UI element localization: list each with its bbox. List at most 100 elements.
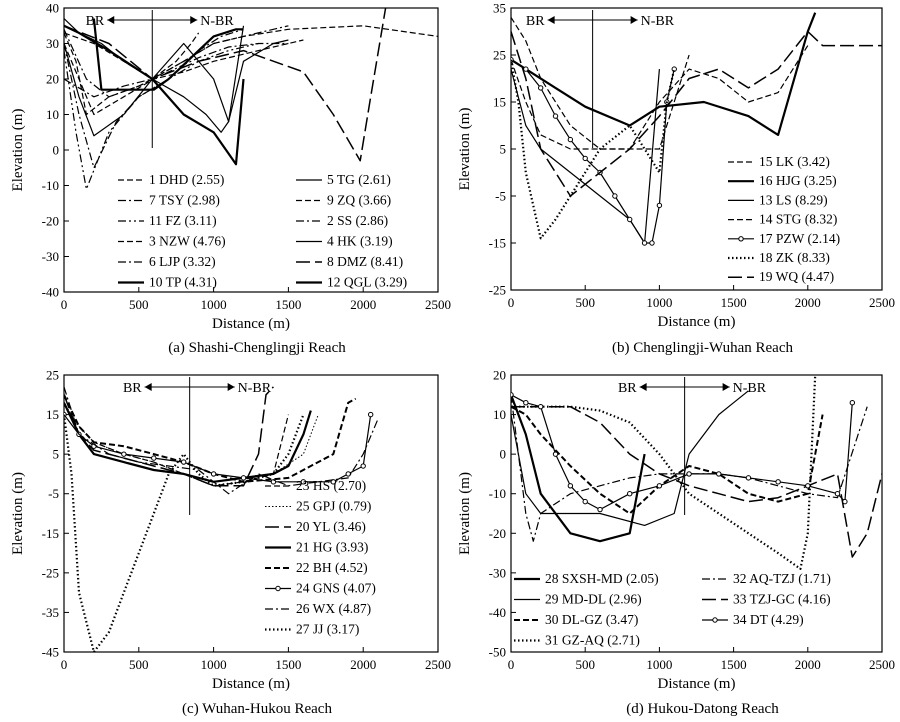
legend-entry: 19 WQ (4.47) — [759, 269, 834, 284]
x-tick-label: 2000 — [350, 297, 376, 312]
y-tick-label: 30 — [46, 36, 59, 51]
legend-entry: 29 MD-DL (2.96) — [545, 592, 642, 607]
series-marker — [511, 392, 514, 398]
arrow-left-head — [107, 16, 115, 24]
plot-area — [511, 375, 882, 571]
annotation-right: N-BR — [733, 381, 767, 396]
legend-entry: 5 TG (2.61) — [327, 172, 391, 187]
x-tick-label: 500 — [129, 297, 149, 312]
plot-frame — [510, 374, 883, 653]
series-marker — [686, 471, 692, 477]
chart-panel-3: 0 500 1000 1500 2000 2500 25 15 5 -5 -15 -25 -35 -45 D… — [10, 368, 451, 718]
legend-entry: 15 LK (3.42) — [759, 154, 830, 169]
series-marker — [523, 66, 529, 72]
legend-entry: 33 TZJ-GC (4.16) — [733, 592, 831, 607]
series-marker — [627, 491, 633, 497]
series-marker — [656, 483, 663, 489]
y-tick-label: 5 — [53, 447, 60, 462]
x-tick-label: 500 — [129, 657, 149, 672]
series-marker — [537, 403, 544, 410]
arrow-right-head — [630, 16, 638, 24]
series-marker — [552, 451, 559, 457]
panel-caption: (b) Chenglingji-Wuhan Reach — [612, 340, 794, 356]
series-marker — [367, 411, 374, 418]
legend-entry: 22 BH (4.52) — [296, 560, 368, 575]
series-marker — [612, 193, 618, 199]
x-tick-label: 2500 — [869, 295, 895, 310]
legend: 15 LK (3.42) 16 HJG (3.25) 13 LS (8.29) 14 … — [728, 154, 840, 284]
legend-entry: 17 PZW (2.14) — [759, 231, 840, 246]
series-line-2 — [511, 390, 749, 527]
x-tick-label: 0 — [61, 297, 68, 312]
plot-area — [64, 386, 379, 652]
y-tick-label: 20 — [493, 368, 506, 383]
series-line-4 — [64, 402, 312, 483]
y-tick-label: -15 — [42, 526, 59, 541]
annotation-right: N-BR — [200, 14, 234, 29]
series-marker — [649, 240, 655, 246]
annotation-right: N-BR — [238, 381, 272, 396]
series-marker — [345, 471, 351, 477]
legend-entry: 32 AQ-TZJ (1.71) — [733, 571, 831, 586]
legend-marker — [712, 617, 718, 623]
y-tick-label: 35 — [493, 1, 506, 16]
y-axis-label: Elevation (m) — [10, 472, 26, 555]
legend-entry: 34 DT (4.29) — [733, 612, 804, 627]
y-tick-label: 15 — [46, 407, 59, 422]
legend: 23 HS (2.70) 25 GPJ (0.79) 20 YL (3.46) 21 … — [265, 478, 376, 637]
arrow-left-head — [547, 16, 555, 24]
legend-entry: 16 HJG (3.25) — [759, 173, 837, 188]
chart-panel-2: 0 500 1000 1500 2000 2500 35 25 15 5 -5 -15 -25 Dista… — [457, 1, 895, 357]
series-line-10 — [64, 39, 289, 137]
x-tick-label: 1500 — [721, 295, 747, 310]
x-tick-label: 2500 — [425, 657, 451, 672]
series-line-8 — [64, 414, 305, 652]
series-marker — [775, 479, 781, 485]
legend-entry: 25 GPJ (0.79) — [296, 499, 371, 514]
series-line-4 — [511, 375, 817, 571]
x-tick-label: 2000 — [795, 295, 821, 310]
series-line-12 — [64, 24, 245, 166]
series-marker — [537, 85, 544, 91]
series-line-3 — [64, 42, 259, 190]
legend-entry: 3 NZW (4.76) — [149, 234, 226, 249]
series-line-2 — [64, 28, 244, 169]
y-axis-label: Elevation (m) — [10, 109, 26, 192]
series-line-6 — [511, 405, 882, 558]
y-tick-label: 0 — [53, 143, 60, 158]
legend: 28 SXSH-MD (2.05) 29 MD-DL (2.96) 30 DL-GZ… — [514, 571, 831, 648]
x-tick-label: 2500 — [869, 657, 895, 672]
annotation-left: BR — [123, 381, 142, 396]
legend-entry: 9 ZQ (3.66) — [327, 193, 391, 208]
y-tick-label: -5 — [495, 189, 506, 204]
legend-entry: 12 QGL (3.29) — [327, 275, 407, 290]
series-marker — [849, 400, 856, 406]
x-tick-label: 0 — [508, 295, 515, 310]
series-line-7 — [511, 30, 882, 197]
y-tick-label: -30 — [42, 249, 59, 264]
series-marker — [360, 463, 366, 469]
y-tick-label: 15 — [493, 95, 506, 110]
series-marker — [641, 240, 648, 246]
x-axis-label: Distance (m) — [658, 314, 736, 330]
y-axis-label: Elevation (m) — [457, 108, 473, 191]
x-tick-label: 0 — [508, 657, 515, 672]
series-line-6 — [64, 414, 372, 483]
series-line-5 — [511, 394, 868, 542]
x-tick-label: 500 — [575, 657, 595, 672]
series-marker — [180, 459, 187, 465]
series-line-6 — [92, 18, 244, 91]
series-line-6 — [511, 59, 676, 240]
y-tick-label: 0 — [500, 447, 507, 462]
arrow-right-head — [722, 383, 730, 391]
y-tick-label: -40 — [42, 285, 59, 300]
series-marker — [582, 155, 588, 162]
legend-entry: 27 JJ (3.17) — [296, 622, 359, 637]
y-tick-label: 25 — [493, 48, 506, 63]
y-tick-label: -25 — [42, 565, 59, 580]
series-marker — [716, 471, 722, 477]
legend-entry: 10 TP (4.31) — [149, 275, 217, 290]
y-tick-label: -45 — [42, 645, 59, 660]
legend-entry: 21 HG (3.93) — [296, 540, 368, 555]
panel-caption: (c) Wuhan-Hukou Reach — [182, 701, 332, 717]
